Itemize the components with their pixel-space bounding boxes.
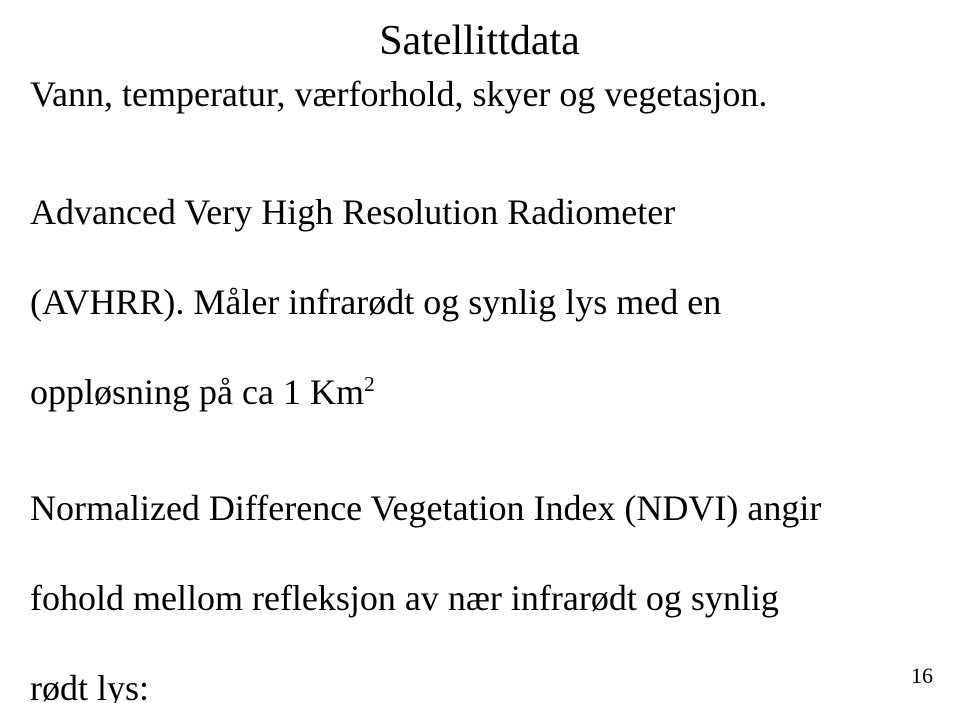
para2-line2: (AVHRR). Måler infrarødt og synlig lys m… <box>30 282 721 322</box>
paragraph-3: Normalized Difference Vegetation Index (… <box>30 441 929 703</box>
slide-page: Satellittdata Vann, temperatur, værforho… <box>0 0 959 703</box>
para2-line3-pre: oppløsning på ca 1 Km <box>30 372 364 412</box>
para3-line1: Normalized Difference Vegetation Index (… <box>30 488 821 528</box>
para3-line2: fohold mellom refleksjon av nær infrarød… <box>30 578 779 618</box>
page-number: 16 <box>911 663 933 689</box>
para2-line3-sup: 2 <box>364 372 375 396</box>
para2-line1: Advanced Very High Resolution Radiometer <box>30 192 675 232</box>
paragraph-1: Vann, temperatur, værforhold, skyer og v… <box>30 72 929 117</box>
para3-line3: rødt lys: <box>30 668 149 703</box>
paragraph-2: Advanced Very High Resolution Radiometer… <box>30 145 929 415</box>
page-title: Satellittdata <box>30 18 929 64</box>
